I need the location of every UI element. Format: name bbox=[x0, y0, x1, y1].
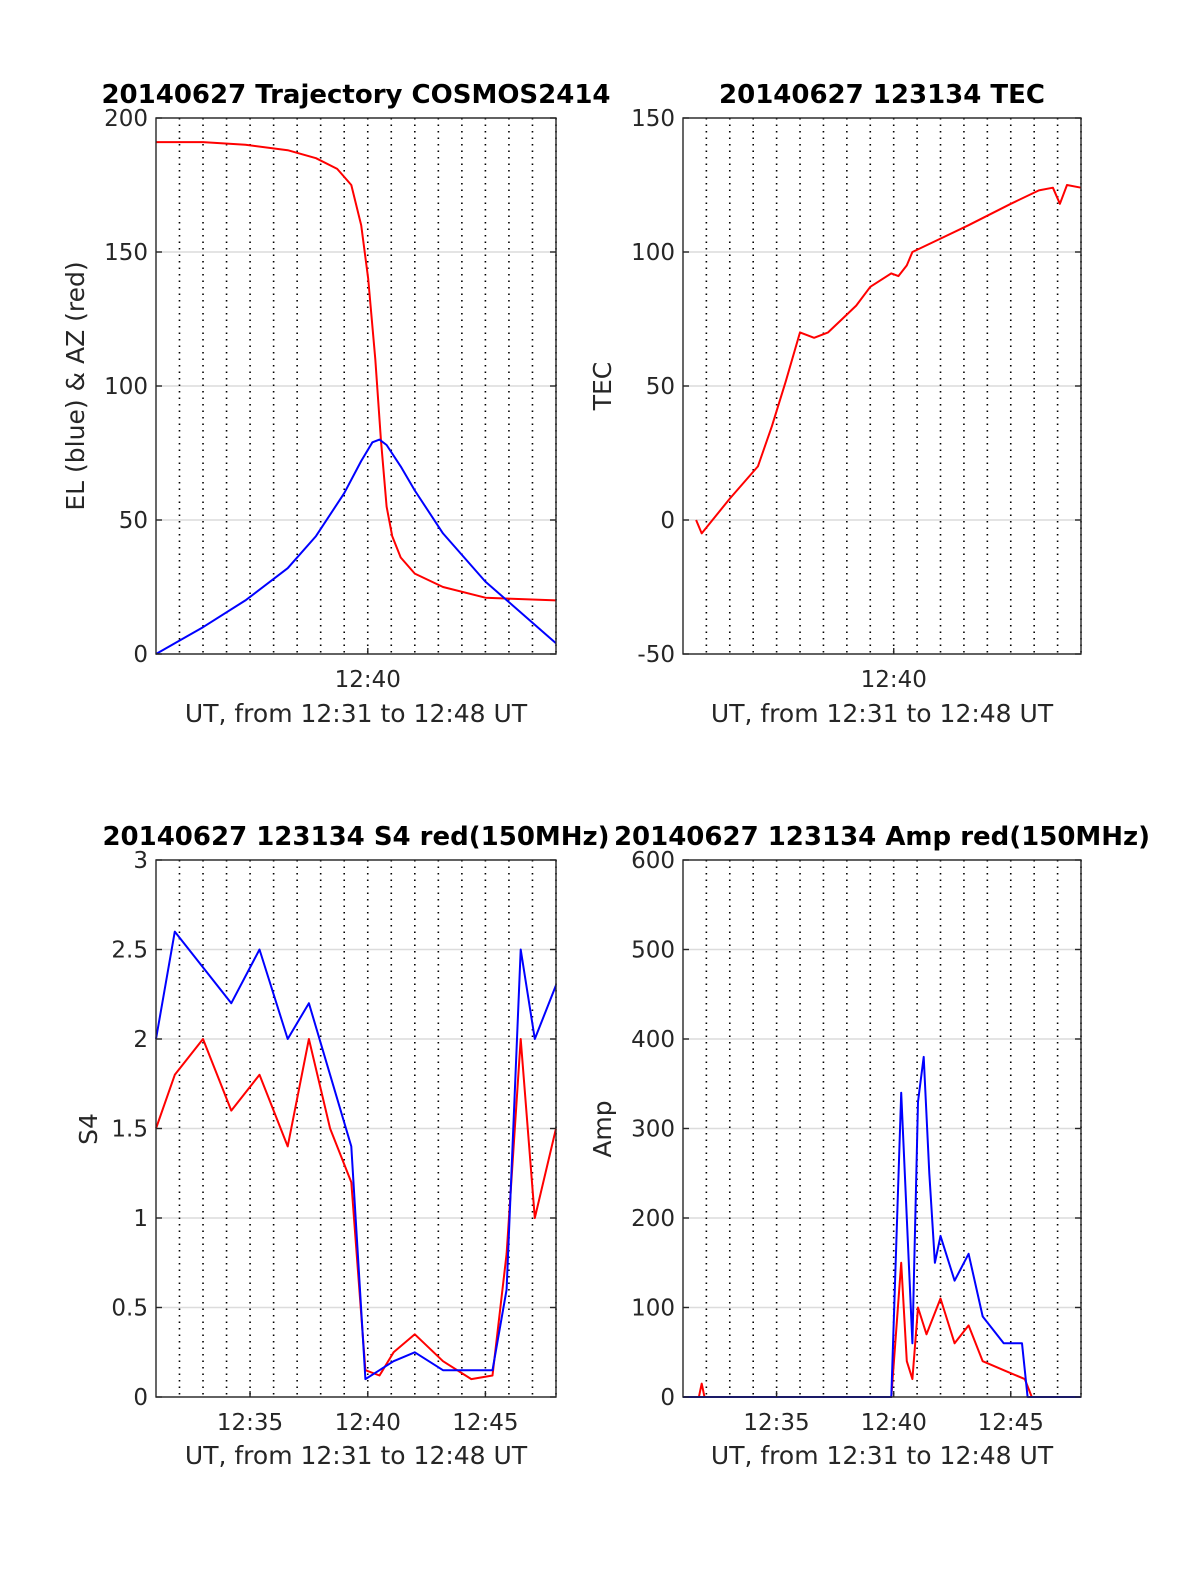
y-tick-label: 150 bbox=[631, 106, 675, 132]
y-tick-label: 2.5 bbox=[111, 938, 148, 964]
y-tick-label: 0.5 bbox=[111, 1296, 148, 1322]
y-tick-label: 400 bbox=[631, 1027, 675, 1053]
y-axis-label: Amp bbox=[588, 1100, 617, 1157]
x-axis-label: UT, from 12:31 to 12:48 UT bbox=[711, 699, 1054, 728]
series-line-0 bbox=[155, 1038, 557, 1381]
y-tick-label: 150 bbox=[104, 240, 148, 266]
y-tick-label: 0 bbox=[660, 508, 675, 534]
x-axis-label: UT, from 12:31 to 12:48 UT bbox=[185, 1441, 528, 1470]
y-tick-label: 0 bbox=[660, 1385, 675, 1411]
y-tick-label: 600 bbox=[631, 848, 675, 874]
x-tick-label: 12:45 bbox=[978, 1410, 1044, 1436]
x-tick-label: 12:35 bbox=[217, 1410, 283, 1436]
y-tick-label: -50 bbox=[637, 642, 675, 668]
x-tick-label: 12:35 bbox=[743, 1410, 809, 1436]
y-tick-label: 2 bbox=[133, 1027, 148, 1053]
y-axis-label: TEC bbox=[588, 362, 617, 412]
y-tick-label: 200 bbox=[631, 1206, 675, 1232]
x-axis-label: UT, from 12:31 to 12:48 UT bbox=[185, 699, 528, 728]
trajectory-chart: 0 50 100 150 200 12:40 20140627 Trajectory CO… bbox=[61, 80, 611, 728]
series-line-1 bbox=[155, 438, 557, 655]
y-tick-label: 100 bbox=[631, 240, 675, 266]
y-tick-label: 1.5 bbox=[111, 1117, 148, 1143]
chart-title: 20140627 123134 S4 red(150MHz) bbox=[102, 822, 609, 852]
y-axis-label: EL (blue) & AZ (red) bbox=[61, 261, 90, 510]
chart-title: 20140627 Trajectory COSMOS2414 bbox=[101, 80, 610, 110]
s4-chart: 0 0.5 1 1.5 2 2.5 3 12:35 12:40 12:45 20140627 12… bbox=[74, 822, 610, 1470]
x-tick-label: 12:40 bbox=[335, 1410, 401, 1436]
y-tick-label: 50 bbox=[119, 508, 148, 534]
chart-title: 20140627 123134 Amp red(150MHz) bbox=[614, 822, 1150, 852]
tec-chart: -50 0 50 100 150 12:40 20140627 123134 TEC UT… bbox=[588, 80, 1082, 728]
y-tick-label: 300 bbox=[631, 1117, 675, 1143]
y-tick-label: 500 bbox=[631, 938, 675, 964]
y-axis-label: S4 bbox=[74, 1113, 103, 1145]
y-tick-label: 200 bbox=[104, 106, 148, 132]
x-tick-label: 12:40 bbox=[861, 1410, 927, 1436]
x-tick-label: 12:45 bbox=[452, 1410, 518, 1436]
y-tick-label: 100 bbox=[104, 374, 148, 400]
amp-chart: 0 100 200 300 400 500 600 12:35 12:40 12:45 20140… bbox=[588, 822, 1150, 1470]
x-tick-label: 12:40 bbox=[335, 667, 401, 693]
y-tick-label: 100 bbox=[631, 1296, 675, 1322]
series-line-1 bbox=[155, 930, 557, 1381]
y-tick-label: 1 bbox=[133, 1206, 148, 1232]
x-tick-label: 12:40 bbox=[861, 667, 927, 693]
y-tick-label: 50 bbox=[646, 374, 675, 400]
chart-title: 20140627 123134 TEC bbox=[719, 80, 1045, 110]
series-line-0 bbox=[695, 184, 1082, 535]
series-line-0 bbox=[156, 141, 557, 602]
x-axis-label: UT, from 12:31 to 12:48 UT bbox=[711, 1441, 1054, 1470]
y-tick-label: 3 bbox=[133, 848, 148, 874]
y-tick-label: 0 bbox=[133, 642, 148, 668]
y-tick-label: 0 bbox=[133, 1385, 148, 1411]
